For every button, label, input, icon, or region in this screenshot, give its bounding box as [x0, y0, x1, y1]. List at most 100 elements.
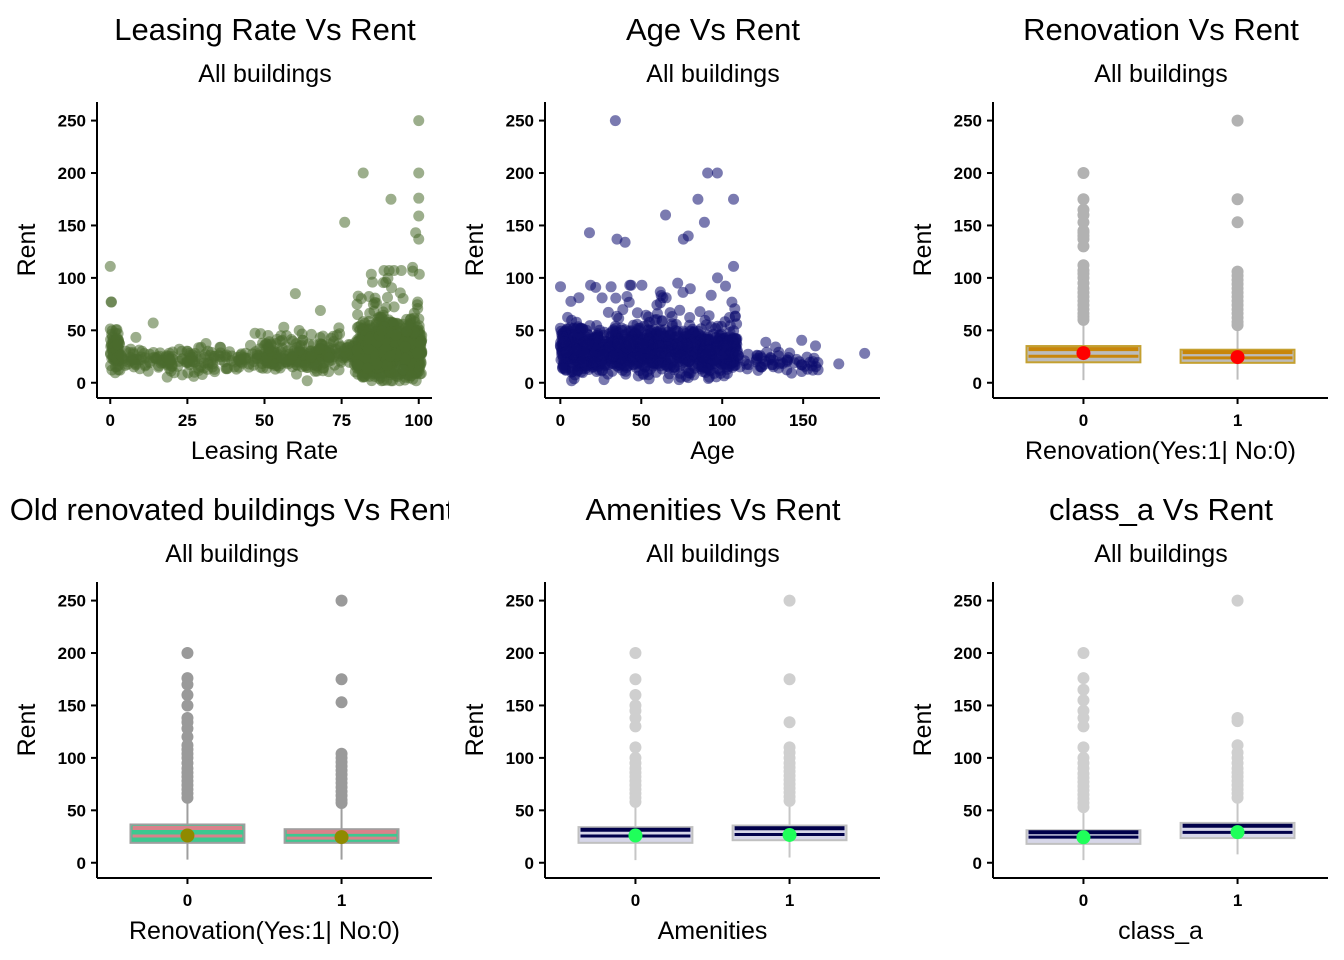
plot-marks	[1025, 114, 1296, 381]
x-axis-title: class_a	[1118, 917, 1203, 945]
outlier-point	[335, 673, 348, 686]
data-point	[728, 325, 740, 337]
data-point	[602, 306, 614, 318]
data-point	[582, 338, 594, 350]
outlier-point	[181, 699, 194, 712]
data-point	[613, 312, 625, 324]
x-axis-title: Renovation(Yes:1| No:0)	[1025, 437, 1296, 465]
data-point	[278, 353, 290, 365]
data-point	[624, 335, 636, 347]
data-point	[612, 338, 624, 350]
x-tick-label: 150	[789, 411, 817, 430]
chart-title: Old renovated buildings Vs Rent	[10, 492, 455, 527]
outlier-point	[181, 730, 194, 743]
x-tick-label: 100	[708, 411, 736, 430]
data-point	[413, 192, 425, 204]
axes: 0 50 100 150 200 250 0 25 50 75 100 Leasing Rate Ren…	[13, 102, 433, 465]
data-point	[711, 167, 723, 179]
y-tick-label: 150	[58, 216, 86, 235]
data-point	[269, 363, 281, 375]
data-point	[106, 364, 118, 376]
outlier-point	[335, 696, 348, 709]
data-point	[692, 193, 704, 205]
plot-marks	[1025, 594, 1296, 861]
data-point	[357, 371, 369, 383]
mean-point	[782, 827, 797, 842]
data-point	[786, 367, 798, 379]
panel-4: Old renovated buildings Vs Rent All build…	[10, 492, 455, 945]
data-point	[710, 371, 722, 383]
y-tick-label: 50	[515, 801, 534, 820]
data-point	[833, 358, 845, 370]
data-point	[616, 357, 628, 369]
data-point	[807, 364, 819, 376]
data-point	[607, 350, 619, 362]
x-tick-label: 0	[631, 891, 640, 910]
data-point	[376, 325, 388, 337]
outlier-point	[629, 688, 642, 701]
data-point	[395, 265, 407, 276]
data-point	[625, 279, 637, 291]
data-point	[610, 292, 622, 304]
data-point	[559, 362, 570, 374]
outlier-point	[1077, 167, 1090, 180]
chart-subtitle: All buildings	[646, 540, 779, 568]
panel-3: Renovation Vs Rent All buildings 0 50 100 150…	[909, 12, 1328, 465]
outlier-point	[181, 739, 194, 752]
outlier-point	[1077, 672, 1090, 685]
y-tick-label: 200	[58, 164, 86, 183]
y-tick-label: 0	[973, 854, 982, 873]
x-tick-label: 50	[632, 411, 651, 430]
box-0	[1025, 647, 1142, 861]
y-tick-label: 200	[954, 164, 982, 183]
data-point	[605, 281, 617, 293]
mean-point	[180, 828, 195, 843]
data-point	[104, 260, 116, 272]
x-tick-label: 0	[183, 891, 192, 910]
x-tick-label: 1	[1233, 891, 1242, 910]
data-point	[796, 334, 808, 346]
data-point	[112, 339, 124, 351]
data-point	[705, 289, 717, 301]
chart-subtitle: All buildings	[646, 60, 779, 88]
data-point	[721, 368, 733, 379]
data-point	[672, 277, 684, 289]
x-tick-label: 0	[1079, 411, 1088, 430]
outlier-point	[1077, 259, 1090, 272]
y-tick-label: 200	[506, 164, 534, 183]
data-point	[665, 328, 677, 340]
outlier-point	[1077, 720, 1090, 733]
y-tick-label: 0	[525, 854, 534, 873]
data-point	[305, 351, 317, 363]
y-tick-label: 100	[58, 749, 86, 768]
data-point	[382, 292, 393, 303]
outlier-point	[1077, 683, 1090, 696]
y-axis-title: Rent	[461, 224, 489, 277]
x-tick-label: 1	[337, 891, 346, 910]
y-tick-label: 150	[954, 216, 982, 235]
y-axis-title: Rent	[909, 704, 937, 757]
y-tick-label: 150	[506, 696, 534, 715]
x-tick-label: 1	[785, 891, 794, 910]
data-point	[377, 277, 389, 289]
data-point	[781, 356, 793, 368]
data-point	[385, 193, 397, 205]
data-point	[661, 341, 673, 353]
outlier-point	[783, 716, 796, 729]
mean-point	[334, 830, 349, 845]
data-point	[388, 317, 400, 329]
outlier-point	[1231, 739, 1244, 752]
data-point	[767, 361, 779, 373]
data-point	[720, 280, 731, 292]
box-0	[1025, 167, 1142, 381]
outlier-point	[783, 741, 796, 754]
data-point	[694, 306, 706, 318]
y-tick-label: 150	[954, 696, 982, 715]
data-point	[760, 336, 772, 348]
data-point	[383, 265, 395, 276]
outlier-point	[1231, 216, 1244, 229]
outlier-point	[181, 712, 194, 725]
box-0	[129, 647, 246, 860]
data-point	[413, 115, 425, 127]
data-point	[413, 233, 425, 245]
